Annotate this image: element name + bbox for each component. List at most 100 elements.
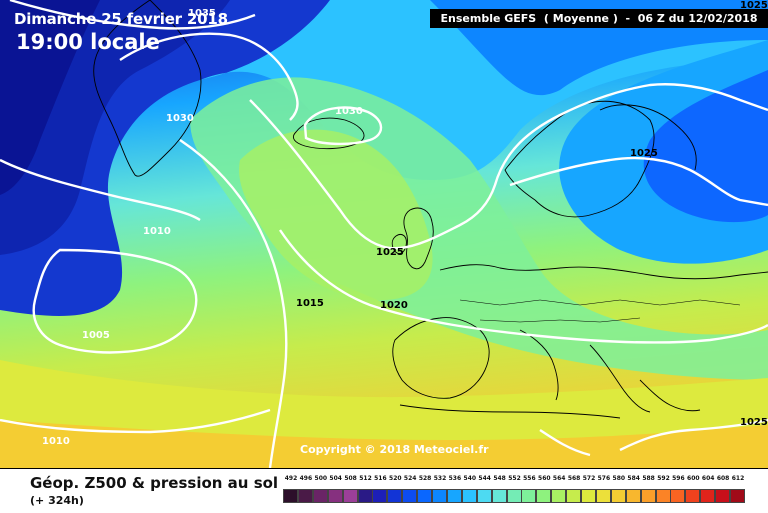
legend-value: 588 bbox=[642, 475, 655, 482]
legend-value: 548 bbox=[493, 475, 506, 482]
forecast-map bbox=[0, 0, 768, 468]
legend-value: 600 bbox=[687, 475, 700, 482]
legend-swatch bbox=[595, 489, 611, 503]
legend-value: 520 bbox=[389, 475, 402, 482]
legend-value: 552 bbox=[508, 475, 521, 482]
europe-north-coast bbox=[439, 264, 768, 280]
iberia-coast bbox=[392, 317, 490, 399]
isobar-1015 bbox=[179, 139, 288, 468]
legend-swatch bbox=[521, 489, 537, 503]
legend-swatch bbox=[536, 489, 552, 503]
isobar-label: 1015 bbox=[296, 298, 324, 309]
legend-value: 584 bbox=[627, 475, 640, 482]
isobar-1030-iceland bbox=[303, 106, 383, 146]
legend-value: 504 bbox=[329, 475, 342, 482]
legend-swatch bbox=[715, 489, 731, 503]
isobar-1030-west bbox=[119, 32, 299, 121]
z500-low-deep bbox=[0, 0, 100, 195]
legend-value: 500 bbox=[314, 475, 328, 482]
isobar-1035 bbox=[9, 0, 256, 30]
legend-value: 592 bbox=[657, 475, 670, 482]
legend-swatch bbox=[685, 489, 701, 503]
legend-swatch bbox=[297, 489, 313, 503]
country-borders-2 bbox=[479, 317, 641, 323]
color-scale-legend: 492 496 500 504 508 512 516 520 524 528 532 536 540 5… bbox=[283, 475, 745, 507]
legend-swatch bbox=[610, 489, 626, 503]
legend-value: 560 bbox=[538, 475, 551, 482]
isobar-label: 1010 bbox=[143, 226, 171, 237]
isobar-1010-north bbox=[0, 158, 201, 222]
isobar-label: 1025 bbox=[376, 247, 404, 258]
legend-swatch bbox=[476, 489, 492, 503]
britain-coast bbox=[403, 207, 434, 270]
legend-swatch bbox=[730, 489, 745, 503]
legend-swatch bbox=[312, 489, 328, 503]
isobars bbox=[0, 0, 768, 468]
legend-swatch bbox=[551, 489, 567, 503]
isobar-label: 1025 bbox=[630, 148, 658, 159]
copyright-notice: Copyright © 2018 Meteociel.fr bbox=[300, 443, 489, 456]
isobar-1005 bbox=[32, 248, 198, 354]
ireland-coast bbox=[391, 234, 407, 254]
isobar-label: 1025 bbox=[740, 417, 768, 428]
legend-value: 508 bbox=[344, 475, 357, 482]
legend-swatch bbox=[372, 489, 388, 503]
legend-swatch bbox=[566, 489, 582, 503]
legend-swatch bbox=[283, 489, 298, 503]
legend-swatch bbox=[327, 489, 343, 503]
legend-swatch bbox=[342, 489, 358, 503]
legend-swatch bbox=[670, 489, 686, 503]
legend-swatch bbox=[417, 489, 433, 503]
legend-swatch bbox=[446, 489, 462, 503]
legend-value: 568 bbox=[567, 475, 581, 482]
legend-value: 528 bbox=[418, 475, 432, 482]
z500-trough-core bbox=[643, 70, 768, 223]
legend-value: 572 bbox=[582, 475, 596, 482]
isobar-1025-east bbox=[509, 156, 768, 207]
isobar-1020 bbox=[279, 229, 768, 344]
country-borders bbox=[459, 299, 741, 306]
forecast-date: Dimanche 25 fevrier 2018 bbox=[14, 10, 228, 28]
isobar-label: 1035 bbox=[188, 8, 216, 19]
legend-swatch bbox=[387, 489, 403, 503]
isobar-label: 1005 bbox=[82, 330, 110, 341]
legend-swatch bbox=[461, 489, 477, 503]
legend-value: 532 bbox=[433, 475, 447, 482]
legend-swatch bbox=[640, 489, 656, 503]
isobar-label: 1030 bbox=[166, 113, 194, 124]
legend-value: 516 bbox=[374, 475, 387, 482]
isobar-1025-se bbox=[619, 418, 768, 452]
balkans-coast bbox=[589, 344, 651, 413]
legend-value: 612 bbox=[731, 475, 745, 482]
legend-value: 524 bbox=[403, 475, 417, 482]
isobar-label: 1010 bbox=[42, 436, 70, 447]
legend-value: 544 bbox=[478, 475, 491, 482]
legend-swatch bbox=[357, 489, 373, 503]
z500-ridge-core bbox=[239, 129, 433, 300]
legend-swatch bbox=[491, 489, 507, 503]
forecast-time: 19:00 locale bbox=[16, 30, 160, 54]
north-africa-coast bbox=[399, 404, 621, 419]
isobar-label: 1025 bbox=[740, 0, 768, 11]
legend-value: 604 bbox=[701, 475, 715, 482]
greenland-coast bbox=[93, 0, 202, 177]
legend-swatch bbox=[432, 489, 447, 503]
isobar-1010-south bbox=[0, 408, 271, 434]
legend-value: 596 bbox=[672, 475, 685, 482]
legend-value: 608 bbox=[716, 475, 730, 482]
finland-coast bbox=[599, 104, 697, 171]
legend-value: 496 bbox=[299, 475, 313, 482]
legend-swatch bbox=[506, 489, 522, 503]
isobar-1025 bbox=[249, 83, 768, 250]
legend-labels: 492 496 500 504 508 512 516 520 524 528 532 536 540 5… bbox=[283, 475, 745, 487]
parameter-title: Géop. Z500 & pression au sol bbox=[30, 474, 279, 492]
legend-swatch bbox=[402, 489, 418, 503]
legend-value: 556 bbox=[523, 475, 536, 482]
isobar-label: 1030 bbox=[335, 106, 363, 117]
legend-value: 576 bbox=[597, 475, 611, 482]
legend-swatches bbox=[283, 489, 745, 503]
isobar-label: 1020 bbox=[380, 300, 408, 311]
isobar-south-east bbox=[539, 429, 591, 457]
legend-swatch bbox=[625, 489, 641, 503]
legend-value: 580 bbox=[612, 475, 626, 482]
